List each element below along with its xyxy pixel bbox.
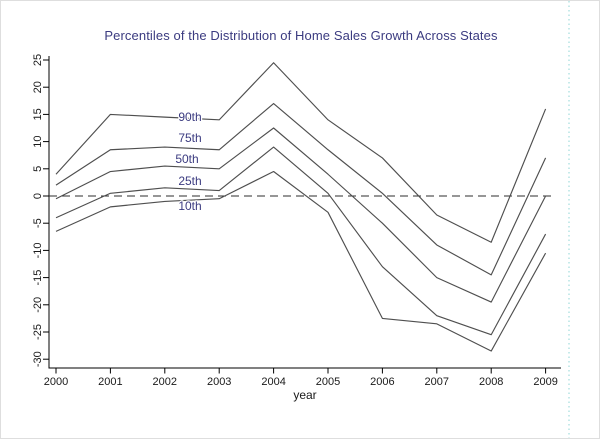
x-tick-label: 2001 [98,376,122,388]
series-label-10th: 10th [178,199,201,213]
x-tick-label: 2008 [479,376,503,388]
x-tick-label: 2006 [370,376,394,388]
y-tick-label: 25 [32,54,44,66]
x-tick-label: 2005 [316,376,340,388]
series-line-25th [55,146,547,336]
y-tick-label: 15 [32,108,44,120]
y-tick-label: -25 [32,324,44,340]
series-line-90th [55,62,547,243]
y-tick-label: -5 [32,218,44,228]
y-tick-label: 20 [32,81,44,93]
x-tick-label: 2009 [533,376,557,388]
y-tick-label: 5 [32,166,44,172]
x-tick-label: 2007 [425,376,449,388]
x-tick-label: 2003 [207,376,231,388]
series-label-90th: 90th [178,110,201,124]
y-tick-label: -30 [32,351,44,367]
y-tick-label: 0 [32,193,44,199]
y-tick-label: -10 [32,242,44,258]
y-tick-label: -20 [32,297,44,313]
x-tick-label: 2004 [261,376,285,388]
chart-title: Percentiles of the Distribution of Home … [104,28,498,43]
axes [48,56,561,369]
series-label-50th: 50th [175,152,198,166]
x-tick-label: 2000 [44,376,68,388]
y-tick-label: -15 [32,270,44,286]
x-axis-title: year [293,388,316,402]
x-tick-label: 2002 [153,376,177,388]
series-line-75th [55,102,547,276]
series-label-75th: 75th [178,131,201,145]
series-line-10th [55,170,547,352]
y-tick-label: 10 [32,135,44,147]
series-line-50th [55,127,547,303]
series-label-25th: 25th [178,174,201,188]
